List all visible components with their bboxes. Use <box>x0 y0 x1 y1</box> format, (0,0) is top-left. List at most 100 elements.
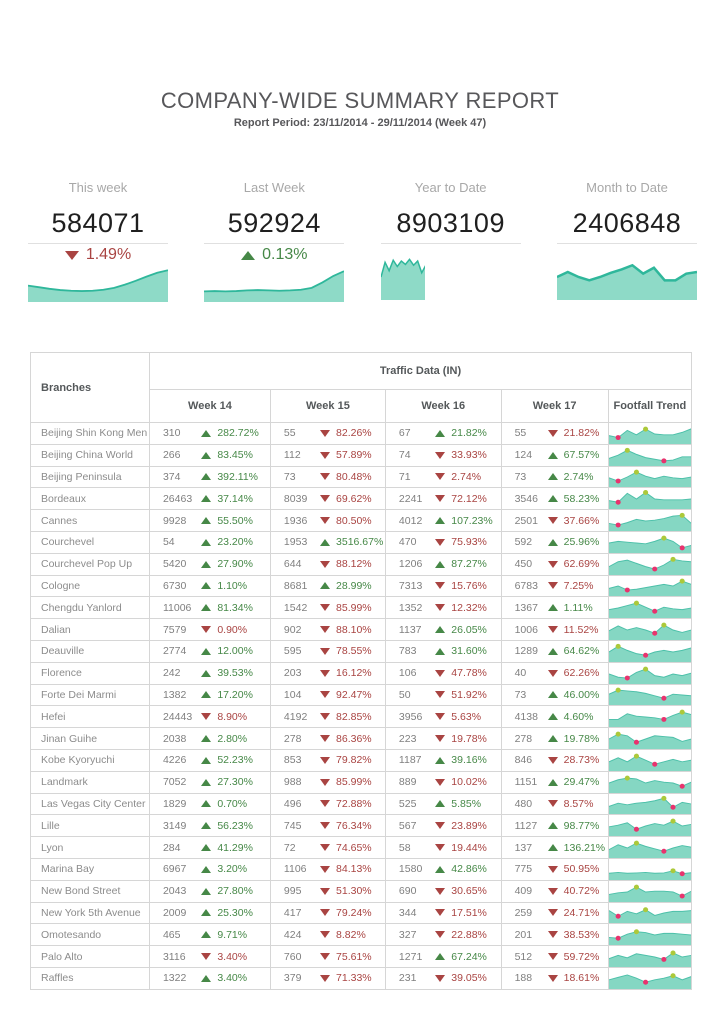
max-point-dot <box>642 490 648 496</box>
week-cell-content: 409 40.72% <box>502 885 608 897</box>
table-row: Hefei 24443 8.90% 4192 82.85% 3956 5.63% 4138 4.… <box>30 705 693 729</box>
change-percent: 75.61% <box>336 950 372 963</box>
change-percent: 12.00% <box>217 645 253 658</box>
triangle-up-icon <box>435 865 446 873</box>
week-cell-content: 1382 17.20% <box>150 689 270 701</box>
visitor-count: 9928 <box>162 514 187 527</box>
triangle-up-icon <box>435 626 446 634</box>
change-percent: 59.72% <box>563 950 600 963</box>
week-16-cell: 690 30.65% <box>384 879 502 903</box>
week-cell-content: 595 78.55% <box>271 645 385 657</box>
visitor-count: 2043 <box>162 885 187 898</box>
visitor-count: 112 <box>283 449 301 462</box>
visitor-count: 496 <box>283 797 302 810</box>
max-point-dot <box>633 600 639 606</box>
week-16-cell: 783 31.60% <box>384 639 502 663</box>
footfall-sparkline <box>608 884 691 902</box>
footfall-trend-cell <box>607 661 693 685</box>
week-cell-content: 424 8.82% <box>271 929 385 941</box>
week-15-cell: 73 80.48% <box>269 465 386 489</box>
week-15-column-header: Week 15 <box>269 389 386 423</box>
footfall-trend-cell <box>607 465 693 489</box>
triangle-down-icon <box>320 974 331 982</box>
change-percent: 76.34% <box>336 819 372 832</box>
week-14-cell: 242 39.53% <box>148 661 271 685</box>
week-cell-content: 988 85.99% <box>271 776 385 788</box>
visitor-count: 344 <box>398 906 417 919</box>
week-17-cell: 73 2.74% <box>500 465 609 489</box>
change-percent: 136.21% <box>563 841 606 854</box>
visitor-count: 3956 <box>398 710 423 723</box>
change-percent: 62.69% <box>563 558 600 571</box>
triangle-up-icon <box>201 582 212 590</box>
triangle-up-icon <box>547 844 558 852</box>
week-14-cell: 3149 56.23% <box>148 814 271 838</box>
week-cell-content: 344 17.51% <box>386 907 501 919</box>
week-15-cell: 8039 69.62% <box>269 487 386 511</box>
summary-card-month-to-date: Month to Date 2406848 <box>556 180 697 302</box>
max-point-dot <box>679 579 685 584</box>
visitor-count: 988 <box>283 776 302 789</box>
triangle-down-icon <box>547 887 558 895</box>
kpi-value: 8903109 <box>396 208 505 238</box>
branch-name: Chengdu Yanlord <box>30 596 150 620</box>
triangle-down-icon <box>547 517 558 525</box>
max-point-dot <box>615 688 621 693</box>
change-percent: 37.14% <box>217 492 253 505</box>
change-percent: 4.60% <box>563 710 594 723</box>
week-14-cell: 26463 37.14% <box>148 487 271 511</box>
week-cell-content: 7579 0.90% <box>150 624 270 636</box>
triangle-up-icon <box>201 844 212 852</box>
footfall-sparkline <box>608 775 691 793</box>
change-percent: 64.62% <box>563 645 600 658</box>
footfall-trend-cell <box>607 857 693 881</box>
visitor-count: 595 <box>283 645 302 658</box>
footfall-sparkline <box>608 840 691 858</box>
footfall-sparkline <box>608 622 691 640</box>
visitor-count: 124 <box>514 449 533 462</box>
change-percent: 8.82% <box>336 928 366 941</box>
visitor-count: 40 <box>514 667 527 680</box>
change-percent: 3516.67% <box>336 536 384 549</box>
triangle-up-icon <box>201 931 212 939</box>
week-cell-content: 1352 12.32% <box>386 602 501 614</box>
change-percent: 81.34% <box>217 601 253 614</box>
change-percent: 2.74% <box>451 470 482 483</box>
footfall-sparkline <box>608 868 691 880</box>
triangle-down-icon <box>201 713 212 721</box>
report-page: COMPANY-WIDE SUMMARY REPORT Report Perio… <box>28 88 697 990</box>
visitor-count: 1151 <box>514 776 538 789</box>
max-point-dot <box>670 556 676 562</box>
change-percent: 92.47% <box>336 688 372 701</box>
triangle-up-icon <box>435 517 446 525</box>
week-cell-content: 6967 3.20% <box>150 863 270 875</box>
change-percent: 107.23% <box>451 514 493 527</box>
week-cell-content: 470 75.93% <box>386 536 501 548</box>
week-16-cell: 4012 107.23% <box>384 509 502 532</box>
triangle-up-icon <box>547 691 558 699</box>
week-15-cell: 104 92.47% <box>269 683 386 707</box>
visitor-count: 1127 <box>514 819 538 832</box>
change-percent: 50.95% <box>563 863 600 876</box>
max-point-dot <box>661 535 667 541</box>
triangle-up-icon <box>201 778 212 786</box>
footfall-trend-cell <box>607 487 693 511</box>
min-point-dot <box>679 870 685 876</box>
change-percent: 19.78% <box>563 732 600 745</box>
kpi-label: Month to Date <box>586 180 668 195</box>
change-percent: 47.78% <box>451 667 487 680</box>
triangle-down-icon <box>320 429 331 437</box>
week-cell-content: 512 59.72% <box>502 951 608 963</box>
footfall-trend-cell <box>607 683 693 707</box>
max-point-dot <box>661 796 667 802</box>
week-17-cell: 73 46.00% <box>500 683 609 707</box>
week-14-cell: 6730 1.10% <box>148 574 271 598</box>
max-point-dot <box>633 753 639 759</box>
week-cell-content: 278 19.78% <box>502 733 608 745</box>
min-point-dot <box>651 761 657 767</box>
week-15-cell: 55 82.26% <box>269 422 386 445</box>
summary-card-year-to-date: Year to Date 8903109 <box>380 180 521 302</box>
triangle-down-icon <box>547 756 558 764</box>
triangle-down-icon <box>320 865 331 873</box>
visitor-count: 310 <box>162 427 181 440</box>
